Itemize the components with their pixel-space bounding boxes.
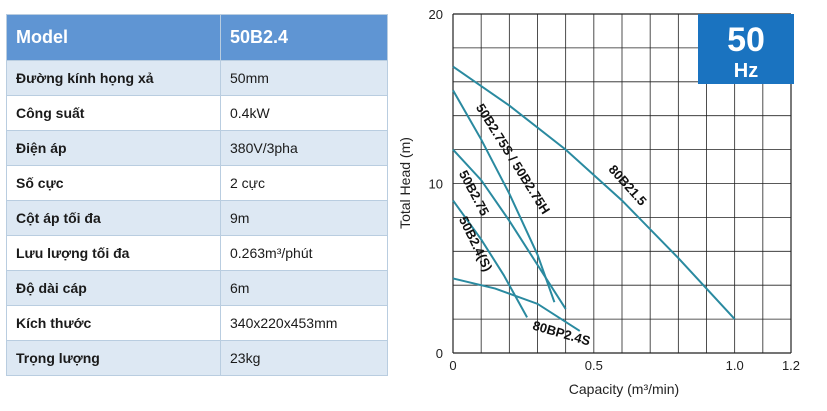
spec-label: Lưu lượng tối đa <box>6 235 221 271</box>
chart-grid <box>452 13 792 354</box>
spec-value: 380V/3pha <box>220 130 388 166</box>
y-tick-label: 10 <box>429 177 443 192</box>
spec-header-label: Model <box>6 14 221 61</box>
x-tick-label: 0 <box>449 358 456 373</box>
spec-row: Độ dài cáp 6m <box>6 270 388 306</box>
spec-value: 0.263m³/phút <box>220 235 388 271</box>
frequency-badge-unit: Hz <box>734 60 758 82</box>
spec-table: Model 50B2.4 Đường kính họng xả 50mm Côn… <box>6 14 388 376</box>
spec-row: Trọng lượng 23kg <box>6 340 388 376</box>
spec-header-row: Model 50B2.4 <box>6 14 388 61</box>
x-tick-label: 0.5 <box>585 358 603 373</box>
spec-row: Điện áp 380V/3pha <box>6 130 388 166</box>
curve-50b2-75 <box>452 148 567 310</box>
spec-label: Độ dài cáp <box>6 270 221 306</box>
curve-80bp2-4s <box>452 277 581 332</box>
spec-value: 23kg <box>220 340 388 376</box>
curve-label: 50B2.4(S) <box>456 214 495 274</box>
spec-row: Lưu lượng tối đa 0.263m³/phút <box>6 235 388 271</box>
x-axis-title: Capacity (m³/min) <box>569 381 679 397</box>
spec-header-value: 50B2.4 <box>220 14 388 61</box>
spec-row: Cột áp tối đa 9m <box>6 200 388 236</box>
x-tick-label: 1.2 <box>782 358 800 373</box>
spec-label: Cột áp tối đa <box>6 200 221 236</box>
y-tick-label: 0 <box>436 346 443 361</box>
spec-value: 2 cực <box>220 165 388 201</box>
chart-axes: 0 0.5 1.0 1.2 0 10 20 <box>429 7 801 373</box>
curve-80b21-5 <box>452 65 736 320</box>
frequency-badge-value: 50 <box>727 21 765 59</box>
x-tick-label: 1.0 <box>726 358 744 373</box>
spec-label: Số cực <box>6 165 221 201</box>
spec-row: Công suất 0.4kW <box>6 95 388 131</box>
y-axis-title: Total Head (m) <box>397 137 413 229</box>
curve-50b2-75s-50b2-75h <box>452 89 556 303</box>
spec-label: Trọng lượng <box>6 340 221 376</box>
spec-value: 0.4kW <box>220 95 388 131</box>
spec-row: Số cực 2 cực <box>6 165 388 201</box>
frequency-badge <box>698 14 794 84</box>
spec-value: 6m <box>220 270 388 306</box>
spec-value: 50mm <box>220 60 388 96</box>
spec-label: Công suất <box>6 95 221 131</box>
curve-label: 80BP2.4S <box>531 318 592 349</box>
y-tick-label: 20 <box>429 7 443 22</box>
curve-label: 80B21.5 <box>606 162 650 209</box>
spec-value: 340x220x453mm <box>220 305 388 341</box>
spec-label: Điện áp <box>6 130 221 166</box>
chart-curves <box>452 65 736 332</box>
